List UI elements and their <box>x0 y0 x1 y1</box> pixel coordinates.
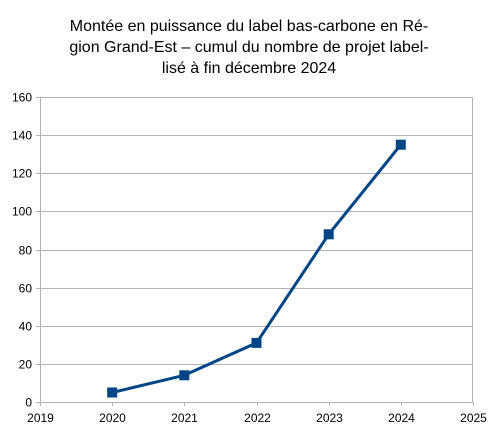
chart-title-line-2: gion Grand-Est – cumul du nombre de proj… <box>69 39 429 56</box>
x-tick-label: 2020 <box>99 411 126 425</box>
data-series <box>107 139 406 398</box>
data-point-2020 <box>107 387 118 398</box>
x-tick-label: 2025 <box>460 411 487 425</box>
y-tick-label: 60 <box>19 282 33 296</box>
axes <box>36 97 474 406</box>
x-tick-label: 2021 <box>171 411 198 425</box>
x-tick-label: 2024 <box>388 411 415 425</box>
x-axis-tick-labels: 2019 2020 2021 2022 2023 2024 2025 <box>27 411 487 425</box>
data-point-2021 <box>179 370 190 381</box>
series-line <box>110 143 403 394</box>
y-tick-label: 120 <box>12 167 32 181</box>
y-tick-label: 20 <box>19 358 33 372</box>
y-tick-label: 100 <box>12 205 32 219</box>
chart-title: Montée en puissance du label bas-carbone… <box>0 16 498 79</box>
data-point-2023 <box>323 229 334 240</box>
y-tick-label: 160 <box>12 91 32 105</box>
chart-title-line-3: lisé à fin décembre 2024 <box>161 60 337 77</box>
y-axis-tick-labels: 0 20 40 60 80 100 120 140 160 <box>12 91 32 410</box>
x-tick-label: 2023 <box>316 411 343 425</box>
data-point-2024 <box>395 139 406 150</box>
x-tick-label: 2022 <box>244 411 271 425</box>
chart-title-line-1: Montée en puissance du label bas-carbone… <box>69 18 429 35</box>
y-tick-label: 40 <box>19 320 33 334</box>
data-point-2022 <box>251 337 262 348</box>
grid-lines <box>40 97 473 403</box>
y-tick-label: 0 <box>25 396 32 410</box>
y-tick-label: 140 <box>12 129 32 143</box>
x-tick-label: 2019 <box>27 411 54 425</box>
y-tick-label: 80 <box>19 244 33 258</box>
